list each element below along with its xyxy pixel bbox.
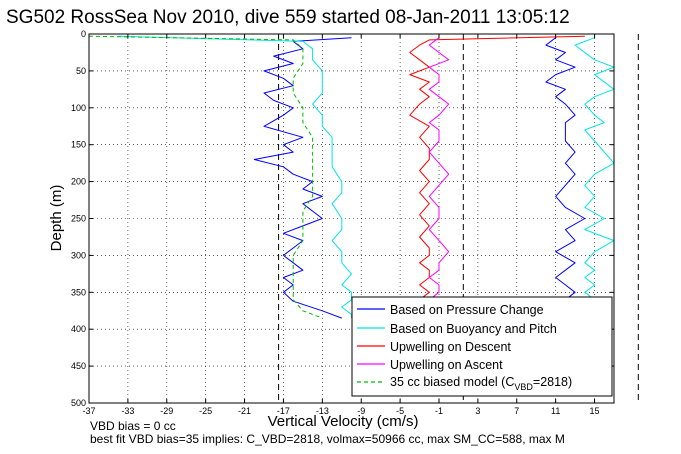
legend-box — [351, 296, 613, 397]
axes-frame — [88, 33, 615, 404]
legend-label-pressure: Based on Pressure Change — [390, 303, 544, 317]
legend-label-model-suffix: =2818) — [533, 375, 572, 389]
series-0 — [253, 37, 586, 319]
y-tick-label: 350 — [71, 287, 86, 297]
series-4 — [88, 35, 323, 319]
footnote-vbd-bias: VBD bias = 0 cc — [90, 419, 176, 433]
y-tick-label: 250 — [71, 214, 86, 224]
x-tick-label: 15 — [590, 406, 600, 416]
legend-label-model-sub: VBD — [514, 382, 533, 392]
y-tick-label: 500 — [71, 398, 86, 408]
legend-label-upwell-descent: Upwelling on Descent — [390, 340, 511, 354]
x-tick-label: 3 — [475, 406, 480, 416]
x-tick-label: -21 — [238, 406, 251, 416]
series-2 — [409, 35, 585, 319]
footnote-best-fit: best fit VBD bias=35 implies: C_VBD=2818… — [90, 432, 565, 446]
y-tick-labels: 0 50 100 150 200 250 300 350 400 450 500 — [71, 29, 86, 408]
y-tick-label: 400 — [71, 324, 86, 334]
reference-lines — [278, 34, 639, 403]
series-line — [409, 35, 585, 319]
legend-label-buoyancy: Based on Buoyancy and Pitch — [390, 322, 557, 336]
legend-label-upwell-ascent: Upwelling on Ascent — [390, 358, 503, 372]
x-tick-label: -25 — [199, 406, 212, 416]
y-tick-label: 0 — [81, 29, 86, 39]
series-line — [88, 35, 323, 319]
series-line — [118, 35, 352, 319]
series-3 — [428, 37, 450, 304]
series-line — [428, 37, 450, 304]
y-tick-label: 150 — [71, 140, 86, 150]
x-tick-label: -37 — [82, 406, 95, 416]
chart-title: SG502 RossSea Nov 2010, dive 559 started… — [6, 7, 570, 28]
y-axis-label: Depth (m) — [48, 185, 65, 252]
legend: Based on Pressure Change Based on Buoyan… — [351, 296, 613, 397]
x-tick-label: 11 — [551, 406, 560, 416]
x-tick-labels: -37 -33 -29 -25 -21 -17 -13 -9 -5 -1 3 7 11 15 — [82, 406, 599, 416]
x-tick-label: 7 — [514, 406, 519, 416]
y-tick-label: 300 — [71, 250, 86, 260]
y-tick-label: 450 — [71, 361, 86, 371]
series-line — [545, 37, 586, 304]
x-tick-label: -13 — [316, 406, 329, 416]
legend-label-model: 35 cc biased model (CVBD=2818) — [390, 375, 572, 392]
x-tick-label: -17 — [277, 406, 290, 416]
series-line — [253, 37, 352, 319]
legend-label-model-prefix: 35 cc biased model (C — [390, 375, 514, 389]
x-tick-label: -33 — [121, 406, 134, 416]
y-tick-label: 200 — [71, 177, 86, 187]
x-tick-label: -9 — [357, 406, 365, 416]
x-tick-label: -1 — [435, 406, 443, 416]
y-tick-label: 100 — [71, 103, 86, 113]
y-tick-label: 50 — [76, 66, 86, 76]
x-tick-label: -5 — [396, 406, 404, 416]
x-axis-label: Vertical Velocity (cm/s) — [268, 413, 419, 430]
x-tick-label: -29 — [160, 406, 173, 416]
